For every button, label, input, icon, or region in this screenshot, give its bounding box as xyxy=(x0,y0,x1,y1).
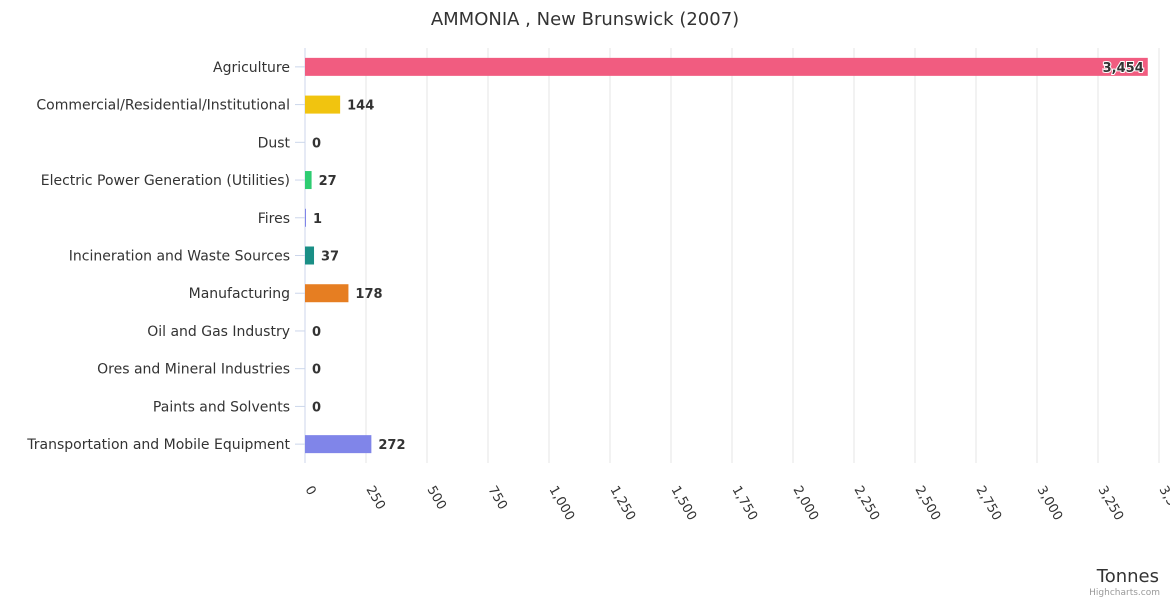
category-label: Agriculture xyxy=(213,60,290,76)
data-label: 37 xyxy=(321,250,339,265)
category-labels: Agriculture Commercial/Residential/Instit… xyxy=(26,60,290,453)
chart-title: AMMONIA , New Brunswick (2007) xyxy=(431,9,739,30)
bar[interactable] xyxy=(305,171,312,190)
data-label: 0 xyxy=(312,400,321,415)
bars xyxy=(305,57,1148,454)
category-label: Electric Power Generation (Utilities) xyxy=(41,173,290,189)
data-label: 178 xyxy=(355,287,382,302)
data-label: 3,454 xyxy=(1103,61,1144,76)
category-label: Incineration and Waste Sources xyxy=(69,249,290,265)
bar[interactable] xyxy=(305,57,1148,76)
data-label: 0 xyxy=(312,325,321,340)
x-axis-title: Tonnes xyxy=(1096,566,1159,587)
data-label: 0 xyxy=(312,136,321,151)
category-label: Ores and Mineral Industries xyxy=(97,362,290,378)
bar[interactable] xyxy=(305,246,315,265)
data-label: 27 xyxy=(319,174,337,189)
data-label: 272 xyxy=(378,438,405,453)
bar[interactable] xyxy=(305,284,349,303)
category-label: Manufacturing xyxy=(189,286,290,302)
data-label: 0 xyxy=(312,363,321,378)
category-label: Dust xyxy=(258,135,291,151)
category-label: Paints and Solvents xyxy=(153,399,290,415)
credits-link[interactable]: Highcharts.com xyxy=(1089,588,1160,598)
category-label: Transportation and Mobile Equipment xyxy=(26,437,290,453)
category-label: Commercial/Residential/Institutional xyxy=(36,98,290,114)
bar[interactable] xyxy=(305,435,372,454)
grid-lines xyxy=(295,48,1160,463)
bar[interactable] xyxy=(305,208,306,227)
category-label: Fires xyxy=(258,211,290,227)
data-labels: 3,454 144 0 27 1 37 178 0 0 0 272 xyxy=(312,60,1145,453)
category-label: Oil and Gas Industry xyxy=(147,324,290,340)
bar[interactable] xyxy=(305,95,341,114)
data-label: 1 xyxy=(313,212,322,227)
data-label: 144 xyxy=(347,99,374,114)
